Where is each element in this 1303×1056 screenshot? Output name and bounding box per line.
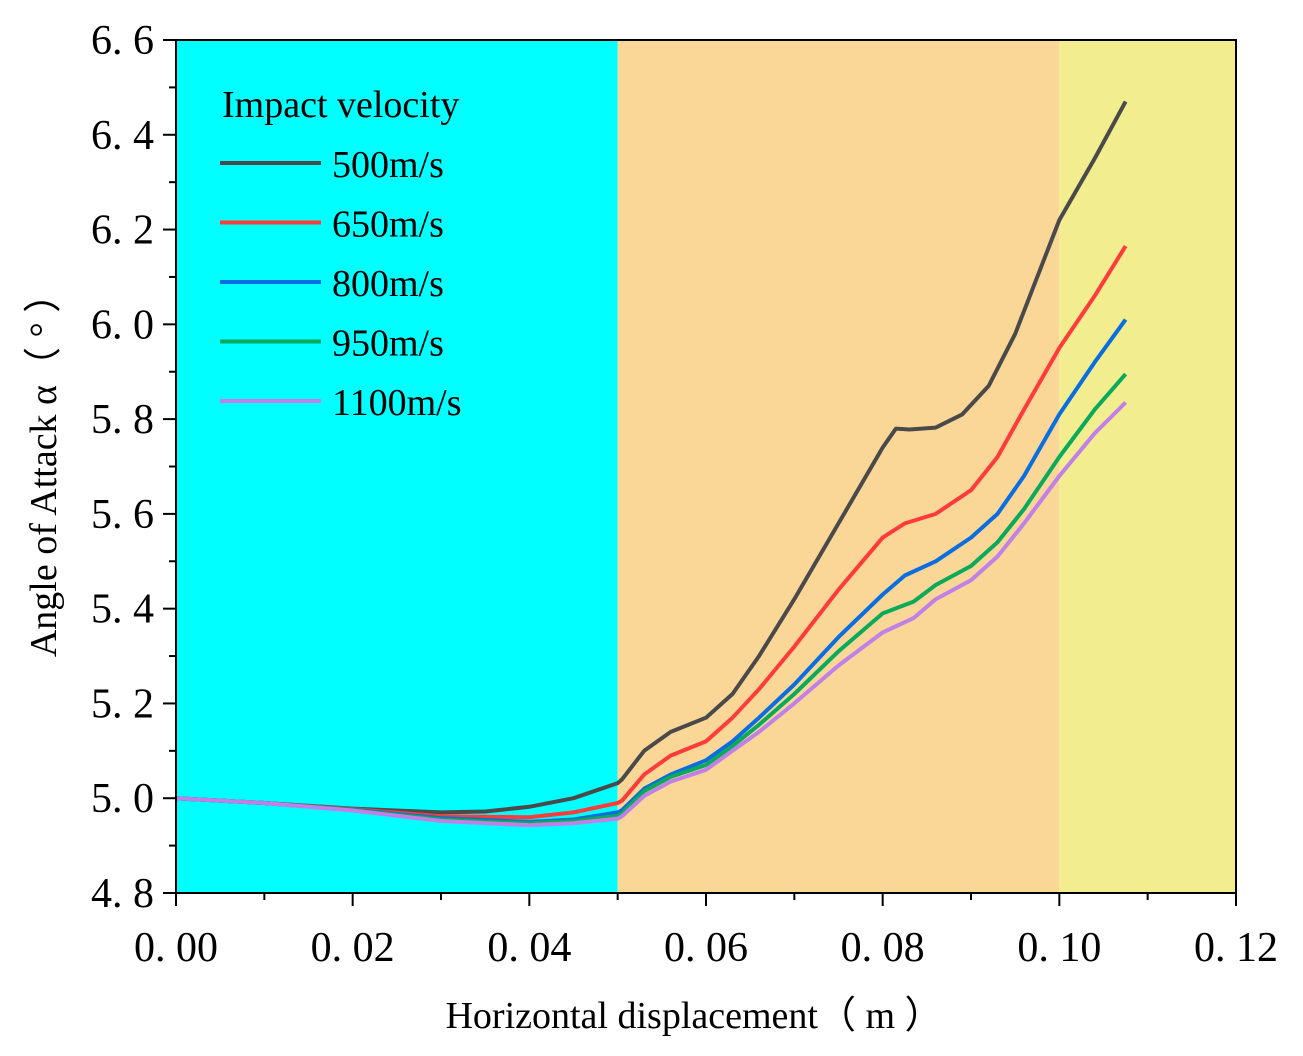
y-tick-label: 5. 0 <box>91 776 154 822</box>
x-tick-label: 0. 00 <box>134 925 218 971</box>
y-tick-label: 5. 8 <box>91 397 154 443</box>
legend-entry-label: 1100m/s <box>332 382 462 424</box>
x-tick-label: 0. 02 <box>311 925 395 971</box>
x-tick-label: 0. 12 <box>1194 925 1278 971</box>
series-line-650m/s <box>175 245 1128 820</box>
x-tick-label: 0. 06 <box>664 925 748 971</box>
background-band-2 <box>1059 40 1236 893</box>
axis-ticks <box>163 39 1237 906</box>
legend-entry-label: 650m/s <box>332 204 444 246</box>
series-lines <box>175 100 1128 828</box>
legend: Impact velocity 500m/s 650m/s 800m/s 950m/s… <box>220 84 462 424</box>
y-tick-label: 5. 6 <box>91 492 154 538</box>
background-band-1 <box>617 40 1060 893</box>
y-tick-label: 6. 0 <box>91 302 154 348</box>
series-line-1100m/s <box>175 401 1128 828</box>
y-axis-label: Angle of Attack α（ ° ） <box>23 275 65 657</box>
y-tick-label: 4. 8 <box>91 871 154 917</box>
legend-entry-label: 500m/s <box>332 144 444 186</box>
x-tick-label: 0. 08 <box>841 925 925 971</box>
legend-entry-label: 800m/s <box>332 263 444 305</box>
y-tick-label: 6. 2 <box>91 208 154 254</box>
y-tick-label: 5. 2 <box>91 681 154 727</box>
x-tick-label: 0. 10 <box>1017 925 1101 971</box>
legend-title: Impact velocity <box>222 84 459 126</box>
background-bands <box>176 40 1236 893</box>
y-tick-label: 6. 6 <box>91 18 154 64</box>
tick-labels: 0. 00 0. 02 0. 04 0. 06 0. 08 0. 10 0. 12 4. 8 5… <box>91 18 1278 971</box>
series-line-500m/s <box>175 100 1128 815</box>
x-axis-label: Horizontal displacement（ m ） <box>445 995 942 1037</box>
y-tick-label: 5. 4 <box>91 587 154 633</box>
legend-entry-label: 950m/s <box>332 323 444 365</box>
x-tick-label: 0. 04 <box>487 925 571 971</box>
background-band-0 <box>176 40 618 893</box>
y-tick-label: 6. 4 <box>91 113 154 159</box>
